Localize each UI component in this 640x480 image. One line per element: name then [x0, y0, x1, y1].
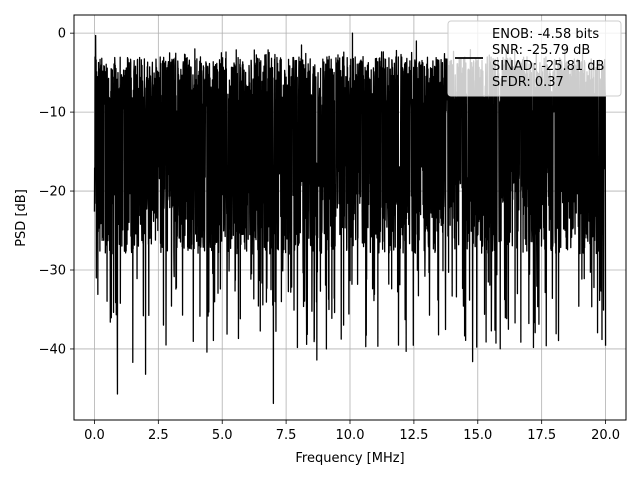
- y-tick-label: −20: [39, 185, 66, 200]
- x-tick-label: 20.0: [591, 428, 620, 443]
- x-axis-label: Frequency [MHz]: [295, 451, 404, 466]
- x-tick-label: 10.0: [336, 428, 365, 443]
- y-tick-label: −30: [39, 264, 66, 279]
- legend-line: SNR: -25.79 dB: [492, 43, 590, 58]
- x-tick-label: 2.5: [148, 428, 169, 443]
- y-tick-label: −40: [39, 342, 66, 357]
- legend-entry: ENOB: -4.58 bits SNR: -25.79 dB SINAD: -25…: [492, 27, 604, 90]
- x-tick-label: 17.5: [527, 428, 556, 443]
- x-axis: 0.0 2.5 5.0 7.5 10.0 12.5 15.0 17.5 20.0: [84, 420, 620, 443]
- x-tick-label: 5.0: [212, 428, 233, 443]
- legend-line: SFDR: 0.37: [492, 75, 564, 90]
- y-tick-label: −10: [39, 106, 66, 121]
- x-tick-label: 0.0: [84, 428, 105, 443]
- legend: ENOB: -4.58 bits SNR: -25.79 dB SINAD: -25…: [447, 20, 622, 97]
- legend-box: [447, 20, 622, 97]
- x-tick-label: 15.0: [463, 428, 492, 443]
- x-tick-label: 7.5: [276, 428, 297, 443]
- y-axis-label: PSD [dB]: [14, 189, 29, 247]
- legend-line: SINAD: -25.81 dB: [492, 59, 604, 74]
- x-tick-label: 12.5: [399, 428, 428, 443]
- legend-line: ENOB: -4.58 bits: [492, 27, 599, 42]
- y-axis: 0 −10 −20 −30 −40: [39, 27, 74, 357]
- y-tick-label: 0: [58, 27, 66, 42]
